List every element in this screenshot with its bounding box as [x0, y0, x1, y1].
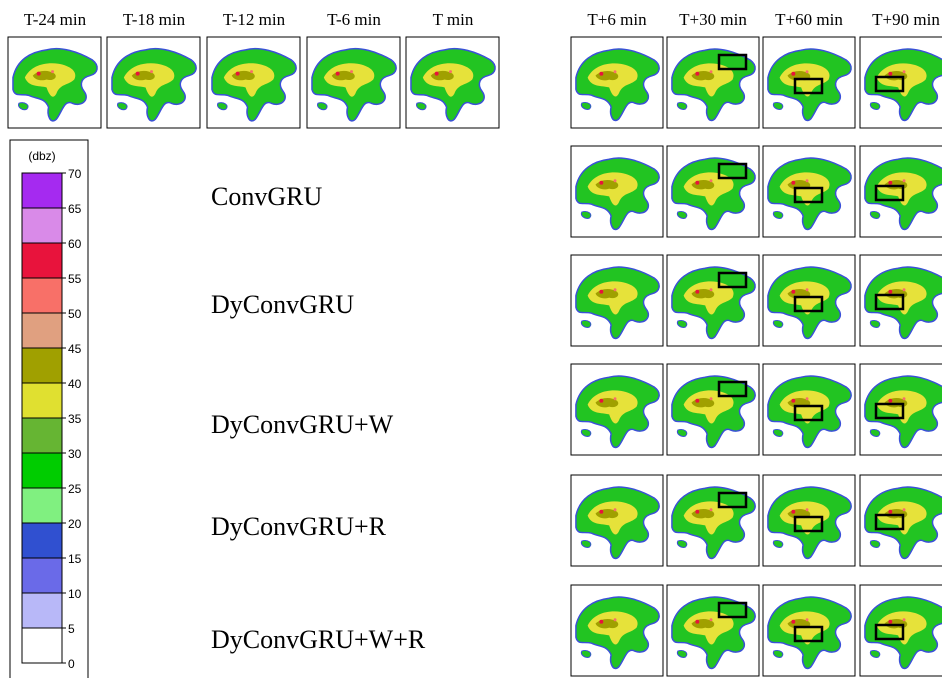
colorbar-tick-label: 20 — [68, 517, 82, 531]
figure: T-24 min T-18 min T-12 min T-6 min T min T+6 … — [0, 0, 942, 678]
colorbar-tick-label: 40 — [68, 377, 82, 391]
colorbar-segment — [22, 593, 62, 628]
colorbar-segment — [22, 488, 62, 523]
colorbar-tick-label: 5 — [68, 622, 75, 636]
colorbar-segment — [22, 313, 62, 348]
output-label: T+6 min — [587, 10, 647, 29]
colorbar-tick-label: 0 — [68, 657, 75, 671]
colorbar-segment — [22, 348, 62, 383]
input-label: T-6 min — [327, 10, 381, 29]
input-label: T-18 min — [123, 10, 186, 29]
colorbar-segment — [22, 173, 62, 208]
colorbar-tick-label: 50 — [68, 307, 82, 321]
colorbar-tick-label: 15 — [68, 552, 82, 566]
model-name: DyConvGRU+W — [211, 410, 394, 439]
output-label: T+90 min — [872, 10, 940, 29]
colorbar-segment — [22, 383, 62, 418]
model-name: DyConvGRU — [211, 290, 354, 319]
output-label: T+30 min — [679, 10, 747, 29]
colorbar-tick-label: 60 — [68, 237, 82, 251]
colorbar-segment — [22, 628, 62, 663]
colorbar-tick-label: 70 — [68, 167, 82, 181]
colorbar-segment — [22, 558, 62, 593]
colorbar-segment — [22, 453, 62, 488]
colorbar-tick-label: 45 — [68, 342, 82, 356]
colorbar-segment — [22, 523, 62, 558]
colorbar-segment — [22, 418, 62, 453]
colorbar-label: (dbz) — [28, 149, 55, 163]
colorbar-segment — [22, 208, 62, 243]
colorbar-tick-label: 65 — [68, 202, 82, 216]
model-name: ConvGRU — [211, 182, 322, 211]
colorbar-tick-label: 10 — [68, 587, 82, 601]
output-label: T+60 min — [775, 10, 843, 29]
colorbar-tick-label: 55 — [68, 272, 82, 286]
colorbar-segment — [22, 278, 62, 313]
input-label: T-24 min — [24, 10, 87, 29]
colorbar-tick-label: 30 — [68, 447, 82, 461]
colorbar-segment — [22, 243, 62, 278]
input-label: T min — [433, 10, 474, 29]
colorbar-tick-label: 35 — [68, 412, 82, 426]
input-label: T-12 min — [223, 10, 286, 29]
colorbar-tick-label: 25 — [68, 482, 82, 496]
model-name: DyConvGRU+W+R — [211, 625, 426, 654]
model-name: DyConvGRU+R — [211, 512, 387, 541]
